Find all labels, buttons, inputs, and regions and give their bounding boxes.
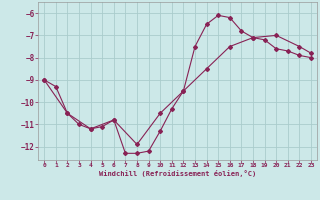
X-axis label: Windchill (Refroidissement éolien,°C): Windchill (Refroidissement éolien,°C) <box>99 170 256 177</box>
